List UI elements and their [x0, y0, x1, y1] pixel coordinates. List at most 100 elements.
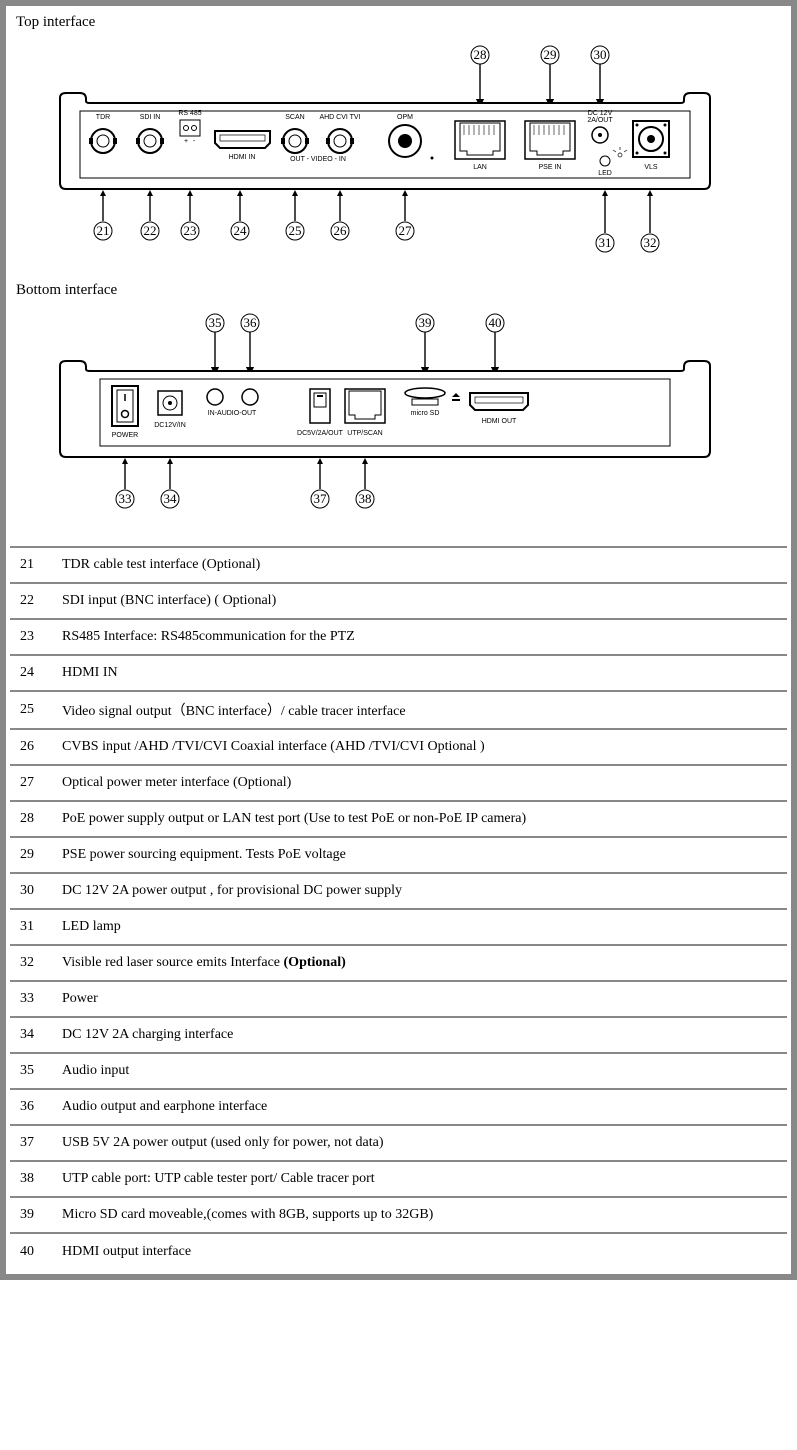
svg-text:23: 23 [184, 223, 197, 238]
row-description: DC 12V 2A charging interface [62, 1027, 777, 1043]
row-number: 33 [20, 991, 62, 1007]
row-number: 28 [20, 811, 62, 827]
table-row: 28PoE power supply output or LAN test po… [10, 802, 787, 838]
port-power: POWER [112, 386, 138, 439]
row-number: 21 [20, 557, 62, 573]
svg-text:AHD CVI TVI: AHD CVI TVI [319, 114, 360, 121]
bottom-up-callouts: 35 36 39 40 [206, 314, 504, 371]
row-number: 22 [20, 593, 62, 609]
page-container: Top interface 28 29 30 [0, 0, 797, 1280]
row-description: Video signal output（BNC interface）/ cabl… [62, 700, 777, 720]
bottom-device-svg: 35 36 39 40 POWER [20, 311, 760, 521]
top-down-callouts: 21 22 23 24 25 26 27 31 32 [94, 190, 659, 252]
row-number: 27 [20, 775, 62, 791]
top-up-callouts: 28 29 30 [471, 46, 609, 103]
row-description: USB 5V 2A power output (used only for po… [62, 1135, 777, 1151]
svg-text:OUT - VIDEO - IN: OUT - VIDEO - IN [290, 156, 346, 163]
svg-text:40: 40 [489, 315, 502, 330]
row-number: 31 [20, 919, 62, 935]
row-description: SDI input (BNC interface) ( Optional) [62, 593, 777, 609]
row-number: 40 [20, 1244, 62, 1260]
table-row: 32Visible red laser source emits Interfa… [10, 946, 787, 982]
row-description: RS485 Interface: RS485communication for … [62, 629, 777, 645]
svg-text:SCAN: SCAN [285, 114, 304, 121]
table-row: 37USB 5V 2A power output (used only for … [10, 1126, 787, 1162]
table-row: 29PSE power sourcing equipment. Tests Po… [10, 838, 787, 874]
svg-text:39: 39 [419, 315, 432, 330]
svg-text:34: 34 [164, 491, 178, 506]
svg-text:HDMI OUT: HDMI OUT [482, 418, 517, 425]
svg-text:DC12V/IN: DC12V/IN [154, 422, 186, 429]
bottom-section-label: Bottom interface [10, 278, 787, 301]
row-number: 36 [20, 1099, 62, 1115]
svg-text:22: 22 [144, 223, 157, 238]
svg-text:24: 24 [234, 223, 248, 238]
svg-text:DC 12V: DC 12V [588, 110, 613, 117]
svg-text:micro SD: micro SD [411, 410, 440, 417]
table-row: 22SDI input (BNC interface) ( Optional) [10, 584, 787, 620]
svg-text:HDMI IN: HDMI IN [229, 154, 256, 161]
svg-text:DC5V/2A/OUT: DC5V/2A/OUT [297, 430, 344, 437]
svg-text:PSE IN: PSE IN [539, 164, 562, 171]
table-row: 24HDMI IN [10, 656, 787, 692]
svg-text:IN-AUDIO-OUT: IN-AUDIO-OUT [208, 410, 257, 417]
row-number: 30 [20, 883, 62, 899]
svg-text:POWER: POWER [112, 432, 138, 439]
row-description: HDMI output interface [62, 1244, 777, 1260]
svg-text:28: 28 [474, 47, 487, 62]
svg-text:33: 33 [119, 491, 132, 506]
svg-text:RS 485: RS 485 [178, 110, 201, 117]
svg-text:38: 38 [359, 491, 372, 506]
svg-text:VLS: VLS [644, 164, 658, 171]
table-row: 35Audio input [10, 1054, 787, 1090]
table-row: 25Video signal output（BNC interface）/ ca… [10, 692, 787, 730]
row-number: 34 [20, 1027, 62, 1043]
svg-text:25: 25 [289, 223, 302, 238]
svg-text:TDR: TDR [96, 114, 110, 121]
table-row: 21TDR cable test interface (Optional) [10, 548, 787, 584]
svg-text:OPM: OPM [397, 114, 413, 121]
bottom-down-callouts: 33 34 37 38 [116, 458, 374, 508]
row-number: 25 [20, 702, 62, 718]
svg-text:36: 36 [244, 315, 258, 330]
svg-text:30: 30 [594, 47, 607, 62]
description-table: 21TDR cable test interface (Optional)22S… [10, 546, 787, 1270]
row-description: Audio input [62, 1063, 777, 1079]
row-description: Micro SD card moveable,(comes with 8GB, … [62, 1207, 777, 1223]
row-description: HDMI IN [62, 665, 777, 681]
svg-text:26: 26 [334, 223, 348, 238]
table-row: 36Audio output and earphone interface [10, 1090, 787, 1126]
top-diagram: 28 29 30 TDR [10, 33, 787, 278]
table-row: 40HDMI output interface [10, 1234, 787, 1270]
table-row: 34DC 12V 2A charging interface [10, 1018, 787, 1054]
bottom-diagram: 35 36 39 40 POWER [10, 301, 787, 546]
svg-text:27: 27 [399, 223, 413, 238]
svg-text:2A/OUT: 2A/OUT [587, 117, 613, 124]
row-description: Visible red laser source emits Interface… [62, 955, 777, 971]
row-number: 32 [20, 955, 62, 971]
svg-text:35: 35 [209, 315, 222, 330]
row-number: 37 [20, 1135, 62, 1151]
row-description: DC 12V 2A power output , for provisional… [62, 883, 777, 899]
row-description: Power [62, 991, 777, 1007]
row-number: 24 [20, 665, 62, 681]
svg-text:32: 32 [644, 235, 657, 250]
row-description: Audio output and earphone interface [62, 1099, 777, 1115]
port-dc12v-in: DC12V/IN [154, 391, 186, 429]
port-sdi: SDI IN [136, 114, 164, 153]
row-number: 23 [20, 629, 62, 645]
svg-text:31: 31 [599, 235, 612, 250]
row-description: CVBS input /AHD /TVI/CVI Coaxial interfa… [62, 739, 777, 755]
row-number: 29 [20, 847, 62, 863]
row-description: LED lamp [62, 919, 777, 935]
svg-text:37: 37 [314, 491, 328, 506]
row-number: 39 [20, 1207, 62, 1223]
svg-text:29: 29 [544, 47, 557, 62]
svg-text:21: 21 [97, 223, 110, 238]
top-device-svg: 28 29 30 TDR [20, 43, 760, 253]
row-description: Optical power meter interface (Optional) [62, 775, 777, 791]
row-description: PoE power supply output or LAN test port… [62, 811, 777, 827]
svg-text:LAN: LAN [473, 164, 487, 171]
table-row: 26CVBS input /AHD /TVI/CVI Coaxial inter… [10, 730, 787, 766]
table-row: 33Power [10, 982, 787, 1018]
